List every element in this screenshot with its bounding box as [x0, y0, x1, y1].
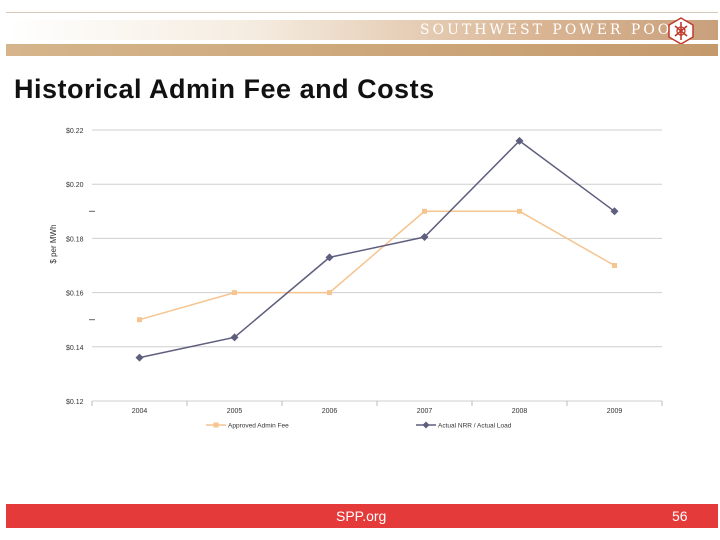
y-tick-label: $0.20	[66, 182, 84, 189]
legend-marker	[213, 422, 219, 428]
footer-bar	[6, 504, 718, 528]
x-tick-label: 2007	[417, 408, 433, 415]
brand-name: SOUTHWEST POWER POOL	[420, 22, 685, 38]
y-tick-label: $0.16	[66, 291, 84, 298]
data-point	[420, 233, 429, 242]
data-point	[327, 290, 332, 296]
chart-series	[135, 136, 619, 362]
y-tick-label: $0.18	[66, 236, 84, 243]
data-point	[230, 333, 239, 342]
chart-legend: Approved Admin Fee Actual NRR / Actual Lo…	[206, 421, 512, 430]
data-point	[135, 353, 144, 362]
y-tick-label: $0.22	[66, 128, 84, 135]
x-tick-label: 2005	[227, 408, 243, 415]
y-tick-label: $0.12	[66, 399, 84, 406]
data-point	[515, 136, 524, 145]
y-axis-ticks: $0.12 $0.14 $0.16 $0.18 $0.20 $0.22	[66, 128, 84, 406]
data-point	[517, 208, 522, 214]
admin-fee-line-chart: $0.12$0.14$0.16$0.18$0.20$0.22 2004 2005 2…	[49, 128, 663, 430]
spp-logo-icon	[668, 17, 694, 45]
data-point	[232, 290, 237, 296]
x-tick-label: 2009	[607, 408, 623, 415]
data-point	[610, 207, 619, 216]
y-axis-label: $ per MWh	[49, 224, 58, 263]
x-tick-label: 2008	[512, 408, 528, 415]
y-tick-label: $0.14	[66, 345, 84, 352]
x-axis-ticks: 2004 2005 2006 2007 2008 2009	[132, 408, 623, 415]
page-number: 56	[672, 508, 688, 524]
x-tick-label: 2004	[132, 408, 148, 415]
gold-bar	[6, 44, 718, 56]
top-rule	[6, 12, 718, 13]
header-band	[6, 20, 718, 40]
data-point	[612, 263, 617, 268]
series-line	[139, 210, 615, 321]
data-point	[137, 317, 142, 323]
chart-grid	[89, 129, 663, 406]
legend-label: Actual NRR / Actual Load	[438, 423, 512, 430]
series-line	[139, 139, 615, 359]
data-point	[422, 208, 427, 214]
legend-label: Approved Admin Fee	[228, 423, 289, 430]
legend-marker	[422, 421, 430, 429]
data-point	[325, 253, 334, 262]
x-tick-label: 2006	[322, 408, 338, 415]
page-title: Historical Admin Fee and Costs	[14, 74, 435, 104]
footer-site-link[interactable]: SPP.org	[336, 508, 387, 524]
